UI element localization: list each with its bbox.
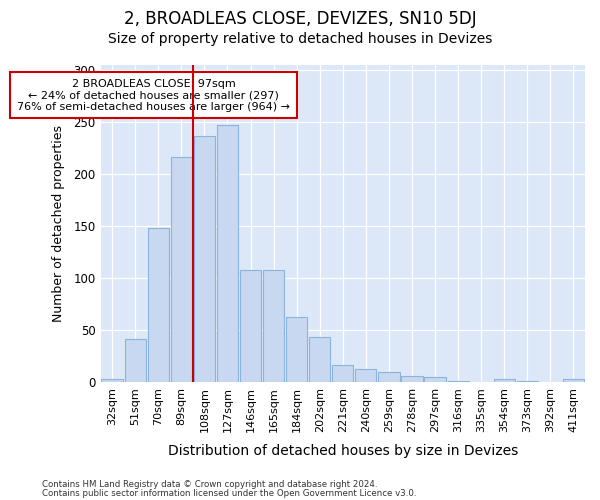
Text: Size of property relative to detached houses in Devizes: Size of property relative to detached ho… xyxy=(108,32,492,46)
Bar xyxy=(309,336,331,382)
Text: 2 BROADLEAS CLOSE: 97sqm
← 24% of detached houses are smaller (297)
76% of semi-: 2 BROADLEAS CLOSE: 97sqm ← 24% of detach… xyxy=(17,78,290,112)
Bar xyxy=(240,270,261,382)
Bar xyxy=(355,369,376,382)
Bar xyxy=(332,364,353,382)
Text: Contains HM Land Registry data © Crown copyright and database right 2024.: Contains HM Land Registry data © Crown c… xyxy=(42,480,377,489)
Bar xyxy=(217,126,238,382)
X-axis label: Distribution of detached houses by size in Devizes: Distribution of detached houses by size … xyxy=(167,444,518,458)
Bar xyxy=(379,372,400,382)
Bar xyxy=(125,338,146,382)
Bar xyxy=(194,136,215,382)
Bar xyxy=(263,270,284,382)
Bar xyxy=(424,377,446,382)
Bar xyxy=(170,156,192,382)
Y-axis label: Number of detached properties: Number of detached properties xyxy=(52,125,65,322)
Text: 2, BROADLEAS CLOSE, DEVIZES, SN10 5DJ: 2, BROADLEAS CLOSE, DEVIZES, SN10 5DJ xyxy=(124,10,476,28)
Bar xyxy=(101,380,123,382)
Bar xyxy=(401,376,422,382)
Bar xyxy=(563,380,584,382)
Bar xyxy=(148,228,169,382)
Text: Contains public sector information licensed under the Open Government Licence v3: Contains public sector information licen… xyxy=(42,488,416,498)
Bar xyxy=(494,380,515,382)
Bar xyxy=(286,317,307,382)
